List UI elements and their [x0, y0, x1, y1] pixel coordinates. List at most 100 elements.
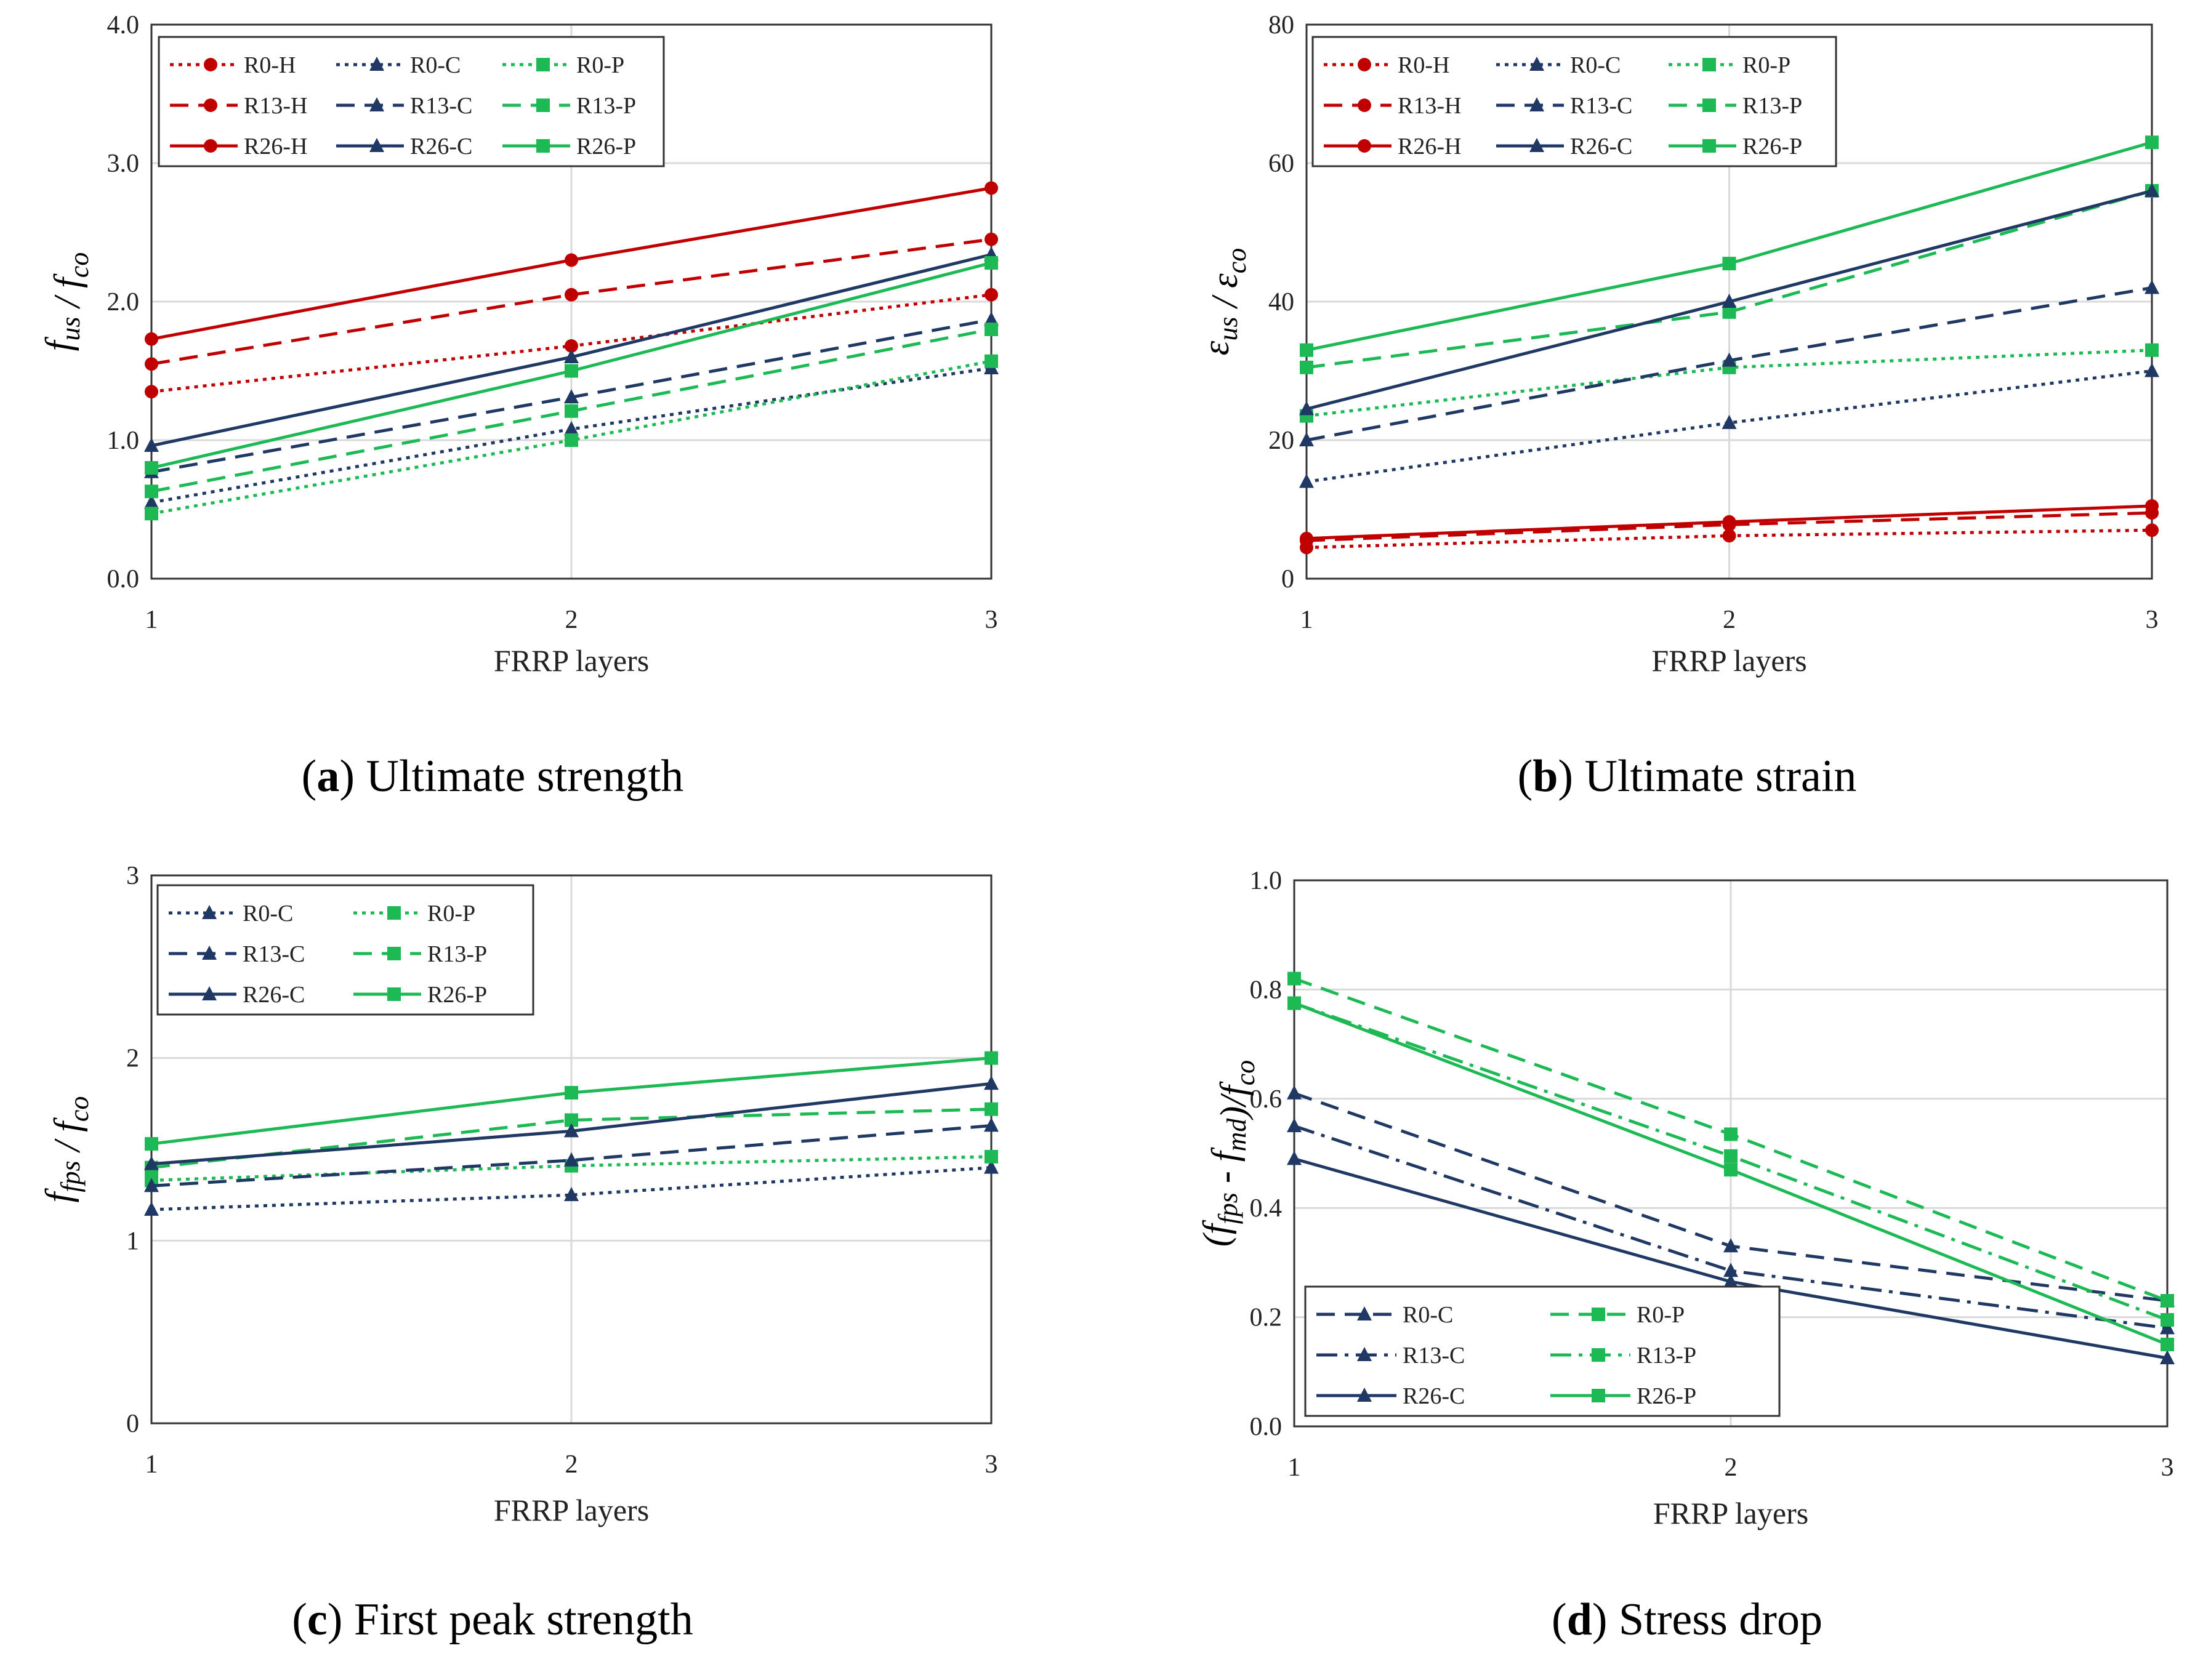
data-point-R13-P: [1724, 1149, 1738, 1163]
plot-area: [1305, 23, 2153, 580]
legend-marker-R0-C: [202, 905, 217, 919]
legend-label: R26-C: [410, 134, 472, 159]
data-point-R0-C: [144, 1201, 159, 1216]
data-point-R26-C: [1299, 401, 1314, 416]
y-tick-label: 0.0: [1250, 1413, 1283, 1441]
data-point-R13-H: [565, 287, 578, 302]
data-point-R0-C: [1287, 1085, 1302, 1099]
data-point-R13-P: [1722, 305, 1736, 319]
data-point-R26-H: [2145, 499, 2159, 513]
chart-panel-2: 0 20 40 60 80 1 2 3 R0-H R0-C R0-P R13-H R13-C R13-P R…: [1196, 11, 2159, 802]
x-axis-label: FRRP layers: [1651, 643, 1806, 678]
data-point-R13-H: [145, 357, 158, 371]
data-point-R26-P: [2161, 1337, 2174, 1351]
legend-marker-R0-C: [1529, 57, 1544, 71]
data-point-R26-C: [564, 349, 579, 363]
data-point-R0-P: [145, 507, 158, 521]
legend-label: R0-P: [1742, 52, 1790, 78]
legend-label: R26-H: [1398, 134, 1461, 159]
data-point-R26-P: [145, 1137, 158, 1151]
y-tick-label: 1: [126, 1227, 139, 1255]
legend-label: R13-P: [1637, 1343, 1696, 1369]
y-tick-label: 0.0: [107, 565, 140, 593]
data-point-R26-P: [2145, 135, 2159, 150]
y-tick-label: 60: [1268, 150, 1294, 178]
legend-marker-R26-P: [1702, 139, 1716, 153]
y-tick-label: 2: [126, 1045, 139, 1073]
legend-label: R26-P: [427, 982, 487, 1008]
legend-label: R13-C: [1570, 93, 1632, 119]
data-point-R26-C: [144, 1156, 159, 1170]
data-point-R0-P: [1287, 971, 1301, 986]
y-tick-label: 0: [1281, 565, 1294, 593]
y-tick-label: 0.6: [1250, 1085, 1283, 1114]
data-point-R0-P: [565, 433, 578, 447]
x-tick-label: 3: [985, 606, 998, 634]
legend-marker-R13-P: [1592, 1348, 1605, 1362]
y-tick-label: 0.2: [1250, 1304, 1283, 1332]
data-point-R26-P: [985, 256, 998, 270]
chart-panel-4: 0.0 0.2 0.4 0.6 0.8 1.0 1 2 3 R0-C R0-P R13-C R13-P R…: [1196, 867, 2175, 1645]
x-tick-label: 2: [1723, 606, 1736, 634]
x-tick-label: 2: [565, 606, 578, 634]
data-point-R0-H: [1722, 529, 1736, 543]
data-point-R26-C: [1723, 1273, 1738, 1288]
data-point-R13-C: [1287, 1118, 1302, 1133]
data-point-R13-C: [1722, 352, 1737, 367]
x-tick-label: 1: [1300, 606, 1313, 634]
chart-panel-1: 0.0 1.0 2.0 3.0 4.0 1 2 3 R0-H R0-C R0-P R13-H R13-C…: [38, 11, 999, 802]
legend-marker-R26-C: [1357, 1388, 1372, 1402]
data-point-R26-P: [565, 364, 578, 378]
legend-marker-R13-C: [369, 97, 384, 111]
legend-marker-R26-H: [1358, 139, 1371, 153]
data-point-R26-C: [2145, 183, 2159, 197]
legend-label: R0-H: [244, 52, 296, 78]
data-point-R0-H: [565, 339, 578, 353]
y-axis-label: ffps / fco: [38, 1096, 94, 1203]
y-tick-label: 40: [1268, 288, 1294, 316]
x-tick-label: 1: [1288, 1453, 1301, 1482]
x-tick-label: 2: [1725, 1453, 1738, 1482]
legend-marker-R26-C: [1529, 138, 1544, 152]
data-point-R13-C: [1723, 1263, 1738, 1277]
legend-marker-R26-C: [369, 138, 384, 152]
legend-marker-R13-P: [536, 98, 550, 112]
legend-label: R26-P: [576, 134, 636, 159]
panel-caption: (a) Ultimate strength: [302, 751, 684, 802]
legend-marker-R0-P: [536, 58, 550, 71]
legend-label: R13-C: [410, 93, 472, 119]
data-point-R13-C: [2160, 1320, 2175, 1335]
data-point-R26-P: [565, 1086, 578, 1100]
panel-caption: (c) First peak strength: [292, 1594, 693, 1645]
data-point-R26-P: [1300, 343, 1313, 357]
legend-label: R13-C: [243, 941, 305, 967]
data-point-R26-P: [145, 461, 158, 475]
y-tick-label: 4.0: [107, 11, 140, 39]
x-axis-label: FRRP layers: [494, 1493, 649, 1527]
data-point-R13-C: [2145, 279, 2159, 294]
legend-label: R26-C: [1570, 134, 1632, 159]
data-point-R13-C: [984, 1117, 999, 1132]
y-tick-label: 0.8: [1250, 976, 1283, 1004]
data-point-R0-C: [1723, 1238, 1738, 1253]
y-axis-label: fus / fco: [38, 252, 94, 352]
x-tick-label: 3: [2146, 606, 2159, 634]
legend-marker-R13-C: [1529, 97, 1544, 111]
series-line-R0-P: [151, 1155, 992, 1182]
legend-label: R13-P: [576, 93, 636, 119]
data-point-R13-C: [144, 1178, 159, 1192]
legend-label: R26-P: [1637, 1383, 1696, 1409]
data-point-R13-P: [565, 404, 578, 418]
y-tick-label: 1.0: [107, 427, 140, 455]
legend-label: R0-C: [410, 52, 461, 78]
data-point-R13-P: [145, 484, 158, 499]
data-point-R26-H: [565, 253, 578, 267]
legend-label: R26-C: [1403, 1383, 1465, 1409]
legend-marker-R0-H: [204, 58, 217, 71]
legend-label: R0-P: [1637, 1302, 1685, 1328]
data-point-R13-P: [985, 1102, 998, 1116]
data-point-R26-H: [985, 181, 998, 195]
data-point-R26-C: [2160, 1350, 2175, 1365]
data-point-R0-P: [985, 1149, 998, 1164]
y-tick-label: 3: [126, 862, 139, 890]
